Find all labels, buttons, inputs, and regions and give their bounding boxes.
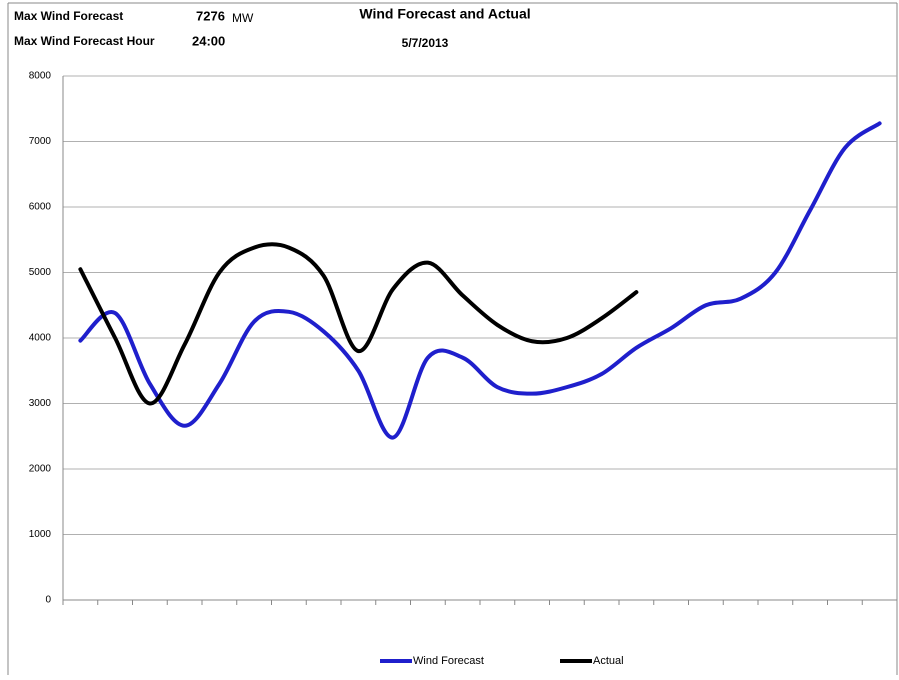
chart-subtitle: 5/7/2013 [402, 36, 449, 50]
series-line [78, 242, 639, 406]
y-tick-label: 0 [45, 595, 51, 606]
hour-label: Max Wind Forecast Hour [14, 34, 155, 48]
max-unit: MW [232, 11, 254, 25]
y-tick-label: 6000 [29, 202, 52, 213]
max-value: 7276 [196, 8, 225, 23]
y-tick-label: 7000 [29, 136, 52, 147]
y-tick-label: 2000 [29, 464, 52, 475]
series-line [78, 121, 882, 440]
hour-value: 24:00 [192, 33, 225, 48]
legend-label: Actual [593, 655, 624, 667]
y-tick-label: 5000 [29, 267, 52, 278]
chart-title: Wind Forecast and Actual [359, 6, 530, 22]
y-tick-label: 4000 [29, 333, 52, 344]
y-tick-label: 3000 [29, 398, 52, 409]
y-tick-label: 1000 [29, 529, 52, 540]
y-tick-label: 8000 [29, 71, 52, 82]
legend-label: Wind Forecast [413, 655, 484, 667]
max-label: Max Wind Forecast [14, 9, 123, 23]
